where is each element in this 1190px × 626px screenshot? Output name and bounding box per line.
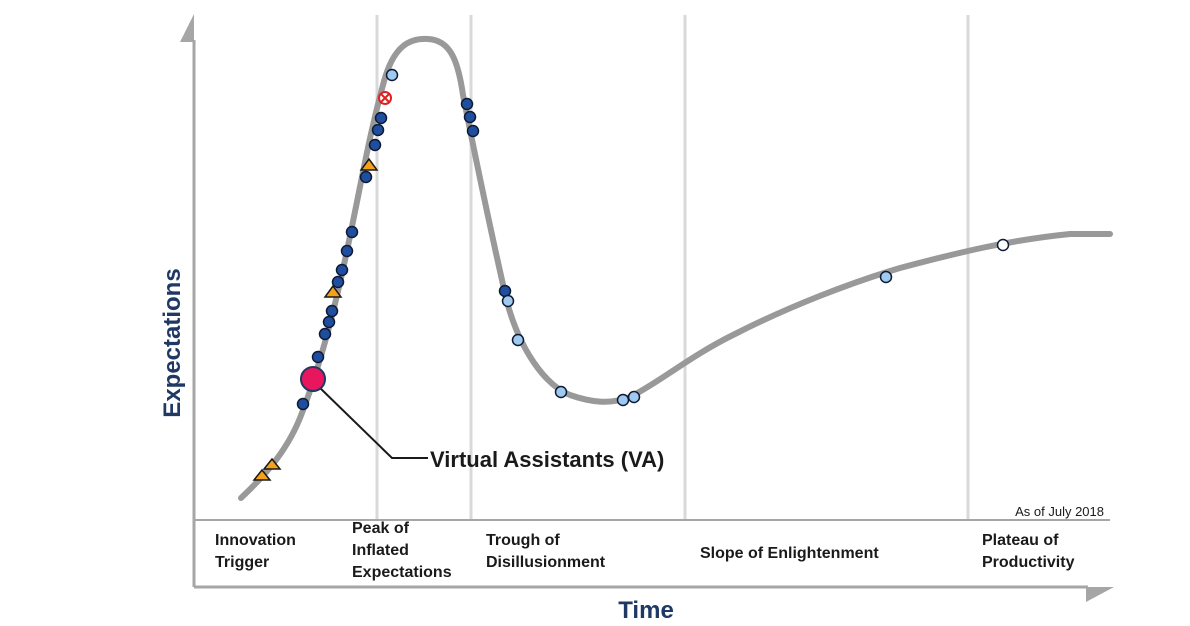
phase-label-trough: Trough of Disillusionment [486, 532, 606, 571]
dark-blue-marker [359, 170, 373, 184]
dark-blue-marker [325, 304, 339, 318]
hype-curve [238, 35, 1113, 501]
triangle-marker [323, 284, 343, 298]
phase-label-plateau: Plateau of Productivity [982, 532, 1075, 571]
white-marker [996, 238, 1010, 252]
dark-blue-marker [318, 327, 332, 341]
light-blue-marker [385, 68, 399, 82]
dark-blue-marker [345, 225, 359, 239]
triangle-marker [359, 157, 379, 171]
dark-blue-marker [374, 111, 388, 125]
x-axis-title: Time [618, 597, 674, 624]
virtual-assistants-marker [300, 366, 326, 392]
axes [180, 14, 1114, 602]
x-axis-arrow-icon [1086, 587, 1114, 602]
dark-blue-marker [460, 97, 474, 111]
dark-blue-marker [463, 110, 477, 124]
dark-blue-marker [322, 315, 336, 329]
light-blue-marker [879, 270, 893, 284]
phase-dividers [375, 15, 970, 520]
phase-labels: Innovation Trigger Peak of Inflated Expe… [215, 520, 1075, 581]
dark-blue-marker [335, 263, 349, 277]
triangle-marker [262, 457, 282, 470]
phase-label-innovation-trigger: Innovation Trigger [215, 532, 300, 571]
dark-blue-marker [296, 397, 310, 411]
markers [252, 68, 1010, 481]
callout-leader-line [317, 385, 428, 459]
y-axis-arrow-icon [180, 14, 194, 42]
as-of-date: As of July 2018 [1015, 504, 1104, 519]
light-blue-marker [554, 385, 568, 399]
light-blue-marker [511, 333, 525, 347]
callout-label: Virtual Assistants (VA) [430, 447, 664, 472]
light-blue-marker [627, 390, 641, 404]
phase-label-slope: Slope of Enlightenment [700, 545, 879, 562]
dark-blue-marker [331, 275, 345, 289]
phase-label-peak: Peak of Inflated Expectations [352, 520, 452, 581]
light-blue-marker [616, 393, 630, 407]
dark-blue-marker [466, 124, 480, 138]
dark-blue-marker [340, 244, 354, 258]
obsolete-before-plateau-icon [378, 91, 392, 105]
triangle-marker [252, 468, 272, 481]
y-axis-title: Expectations [159, 268, 186, 417]
light-blue-marker [501, 294, 515, 308]
dark-blue-marker [368, 138, 382, 152]
dark-blue-marker [371, 123, 385, 137]
dark-blue-marker [311, 350, 325, 364]
